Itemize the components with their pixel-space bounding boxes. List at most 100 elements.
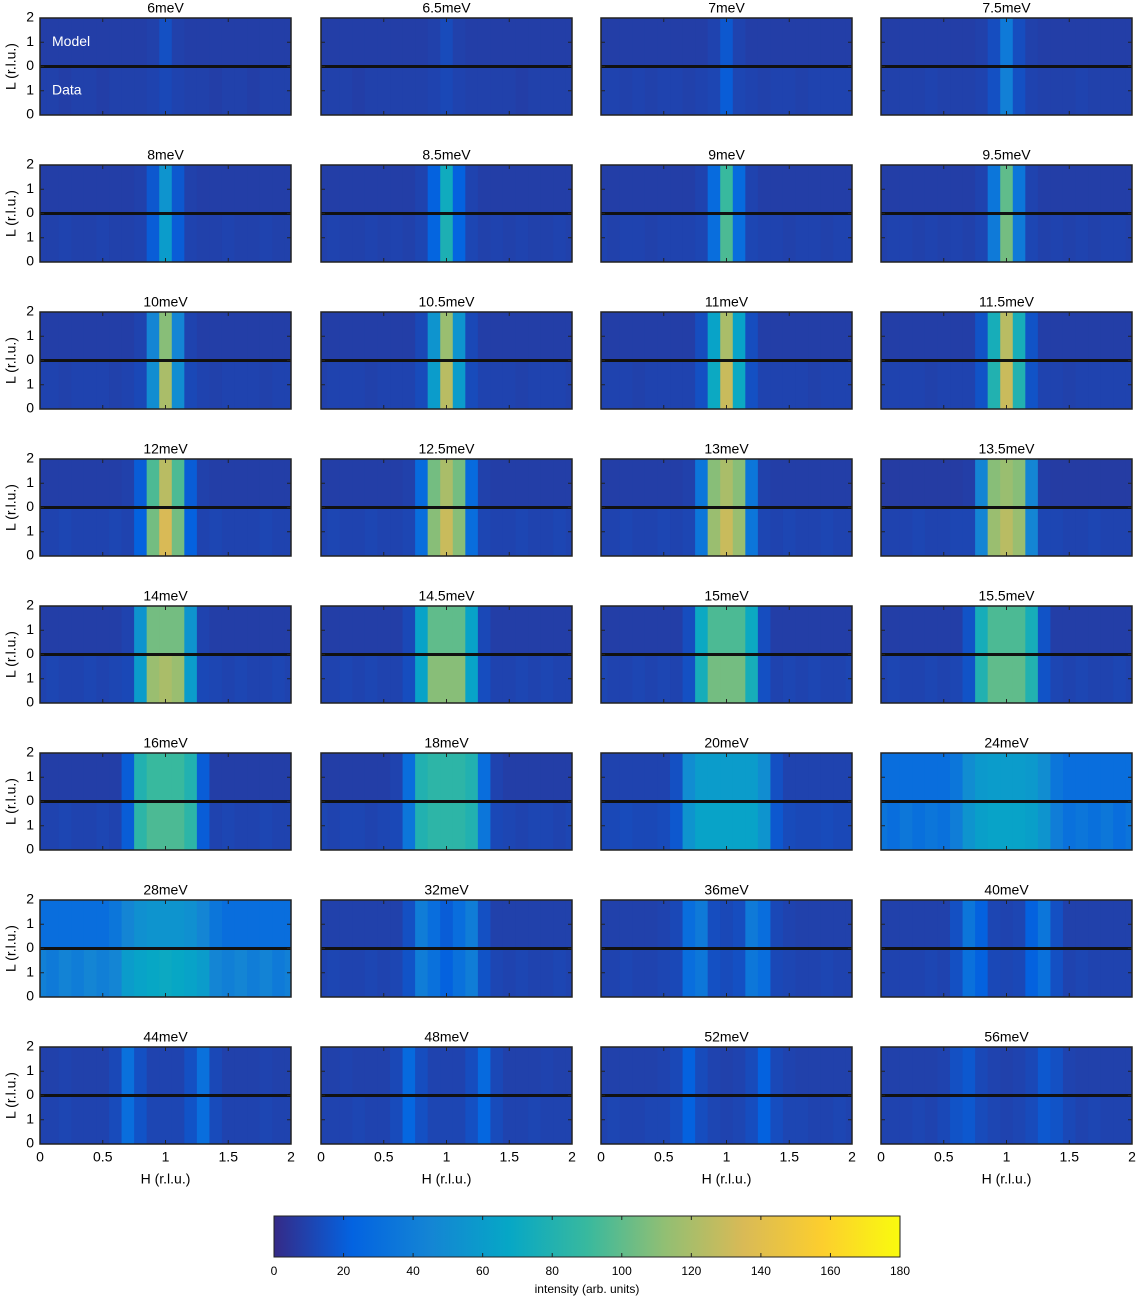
heatmap-cell (732, 753, 746, 802)
heatmap-cell (1100, 654, 1114, 703)
heatmap-cell (402, 66, 416, 115)
heatmap-cell (1037, 66, 1051, 115)
heatmap-cell (1025, 66, 1039, 115)
heatmap-cell (364, 801, 378, 850)
heatmap-cell (619, 165, 633, 214)
heatmap-cell (540, 654, 554, 703)
heatmap-cell (795, 654, 809, 703)
heatmap-cell (682, 66, 696, 115)
heatmap-cell (745, 654, 759, 703)
heatmap-cell (1025, 18, 1039, 67)
heatmap-cell (209, 213, 223, 262)
heatmap-cell (402, 312, 416, 361)
heatmap-cell (196, 900, 210, 949)
heatmap-cell (745, 459, 759, 508)
heatmap-cell (887, 948, 901, 997)
heatmap-cell (720, 1047, 734, 1096)
heatmap-cell (887, 1047, 901, 1096)
heatmap-cell (540, 213, 554, 262)
heatmap-cell (707, 1095, 721, 1144)
heatmap-cell (924, 1095, 938, 1144)
heatmap-cell (96, 753, 110, 802)
heatmap-cell (196, 165, 210, 214)
heatmap-cell (1037, 312, 1051, 361)
panel: 0 1 0 1 2 28meV L (r.l.u.) (3, 882, 292, 1004)
heatmap-cell (540, 459, 554, 508)
heatmap-cell (1113, 900, 1127, 949)
panel: 0 1 0 1 2 12meV L (r.l.u.) (3, 441, 292, 563)
panel-title: 16meV (143, 735, 188, 751)
heatmap-cell (502, 18, 517, 67)
heatmap-cell (159, 18, 173, 67)
heatmap-cell (452, 900, 466, 949)
heatmap-cell (632, 1047, 646, 1096)
heatmap-cell (1012, 507, 1026, 556)
colorbar-tick-label: 160 (820, 1264, 840, 1278)
heatmap-cell (159, 654, 173, 703)
heatmap-cell (234, 66, 248, 115)
heatmap-cell (912, 948, 926, 997)
heatmap-cell (707, 900, 721, 949)
heatmap-cell (975, 312, 989, 361)
heatmap-cell (58, 654, 72, 703)
heatmap-cell (196, 312, 210, 361)
heatmap-cell (58, 360, 72, 409)
heatmap-cell (657, 507, 671, 556)
y-tick-label: 1 (26, 375, 34, 391)
heatmap-cell (644, 459, 658, 508)
heatmap-cell (46, 1095, 60, 1144)
heatmap-cell (515, 360, 529, 409)
y-tick-label: 2 (26, 744, 34, 760)
heatmap-cell (540, 360, 554, 409)
heatmap-cell (46, 753, 60, 802)
heatmap-cell (745, 1095, 759, 1144)
heatmap-cell (452, 18, 466, 67)
heatmap-cell (259, 801, 273, 850)
heatmap-cell (528, 753, 542, 802)
heatmap-cell (477, 312, 491, 361)
heatmap-cell (327, 459, 341, 508)
heatmap-cell (528, 18, 542, 67)
heatmap-cell (912, 1095, 926, 1144)
heatmap-cell (619, 900, 633, 949)
heatmap-cell (553, 66, 567, 115)
heatmap-cell (924, 18, 938, 67)
panel: 36meV (600, 882, 853, 998)
y-axis-label: L (r.l.u.) (3, 1072, 19, 1119)
heatmap-cell (607, 360, 621, 409)
colorbar-tick-label: 120 (681, 1264, 701, 1278)
heatmap-cell (1100, 18, 1114, 67)
heatmap-cell (757, 1095, 771, 1144)
heatmap-cell (607, 507, 621, 556)
heatmap-cell (490, 948, 504, 997)
heatmap-cell (833, 1047, 847, 1096)
x-tick-label: 2 (848, 1149, 856, 1165)
heatmap-cell (808, 900, 822, 949)
heatmap-cell (490, 165, 504, 214)
heatmap-cell (364, 654, 378, 703)
heatmap-cell (402, 948, 416, 997)
heatmap-cell (912, 312, 926, 361)
heatmap-cell (937, 213, 951, 262)
heatmap-cell (221, 360, 236, 409)
heatmap-cell (670, 1047, 684, 1096)
heatmap-cell (440, 1095, 454, 1144)
heatmap-cell (221, 654, 236, 703)
heatmap-cell (670, 165, 684, 214)
heatmap-cell (657, 948, 671, 997)
heatmap-cell (377, 360, 391, 409)
heatmap-cell (1088, 900, 1102, 949)
heatmap-cell (477, 753, 491, 802)
heatmap-cell (247, 213, 261, 262)
heatmap-cell (415, 900, 429, 949)
heatmap-cell (937, 165, 951, 214)
x-tick-label: 1 (162, 1149, 170, 1165)
heatmap-cell (109, 948, 123, 997)
heatmap-cell (327, 606, 341, 655)
heatmap-cell (808, 801, 822, 850)
y-axis-label: L (r.l.u.) (3, 778, 19, 825)
heatmap-cell (833, 801, 847, 850)
heatmap-cell (465, 312, 479, 361)
heatmap-cell (209, 360, 223, 409)
heatmap-cell (83, 801, 97, 850)
